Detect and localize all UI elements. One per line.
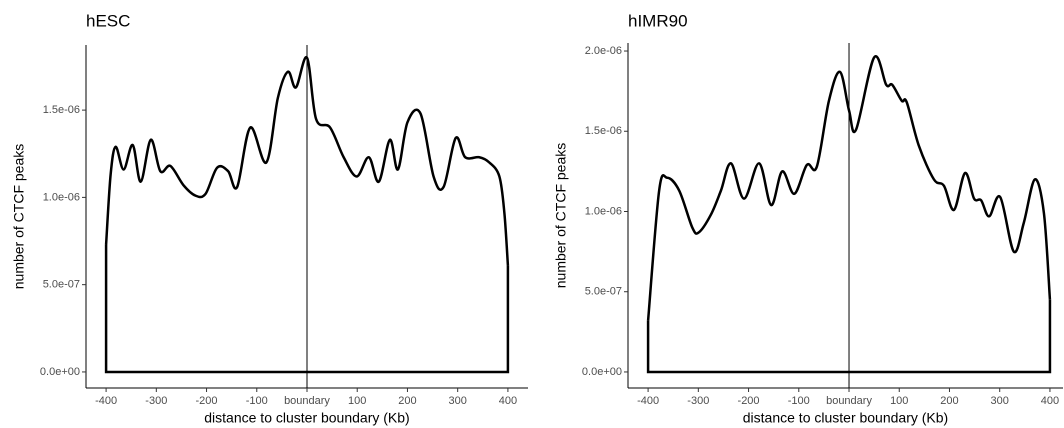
- x-tick-label: -400: [95, 395, 117, 407]
- x-tick-label: -100: [246, 395, 268, 407]
- density-line: [104, 56, 510, 266]
- y-tick-label: 5.0e-07: [43, 279, 80, 291]
- density-line: [646, 55, 1052, 321]
- x-axis-label: distance to cluster boundary (Kb): [743, 410, 948, 426]
- y-tick-label: 5.0e-07: [585, 286, 622, 298]
- panel-title: hIMR90: [628, 11, 688, 30]
- x-tick-label: boundary: [826, 395, 872, 407]
- y-tick-label: 0.0e+00: [40, 366, 80, 378]
- y-axis-label: number of CTCF peaks: [553, 143, 569, 289]
- x-tick-label: 400: [499, 395, 517, 407]
- y-tick-label: 2.0e-06: [585, 45, 622, 57]
- x-tick-label: 100: [890, 395, 908, 407]
- x-tick-label: -100: [788, 395, 810, 407]
- y-tick-label: 1.5e-06: [43, 104, 80, 116]
- x-tick-label: -300: [687, 395, 709, 407]
- x-tick-label: 300: [449, 395, 467, 407]
- x-tick-label: 300: [991, 395, 1009, 407]
- y-tick-label: 1.5e-06: [585, 125, 622, 137]
- y-tick-label: 0.0e+00: [582, 366, 622, 378]
- y-tick-label: 1.0e-06: [585, 205, 622, 217]
- panel-title: hESC: [86, 11, 130, 30]
- x-tick-label: -300: [145, 395, 167, 407]
- x-tick-label: 400: [1041, 395, 1059, 407]
- x-tick-label: 100: [348, 395, 366, 407]
- y-axis-label: number of CTCF peaks: [11, 144, 27, 290]
- x-tick-label: -200: [738, 395, 760, 407]
- x-tick-label: boundary: [284, 395, 330, 407]
- x-tick-label: 200: [398, 395, 416, 407]
- x-tick-label: -200: [196, 395, 218, 407]
- x-tick-label: -400: [637, 395, 659, 407]
- y-tick-label: 1.0e-06: [43, 191, 80, 203]
- x-tick-label: 200: [940, 395, 958, 407]
- x-axis-label: distance to cluster boundary (Kb): [204, 410, 409, 426]
